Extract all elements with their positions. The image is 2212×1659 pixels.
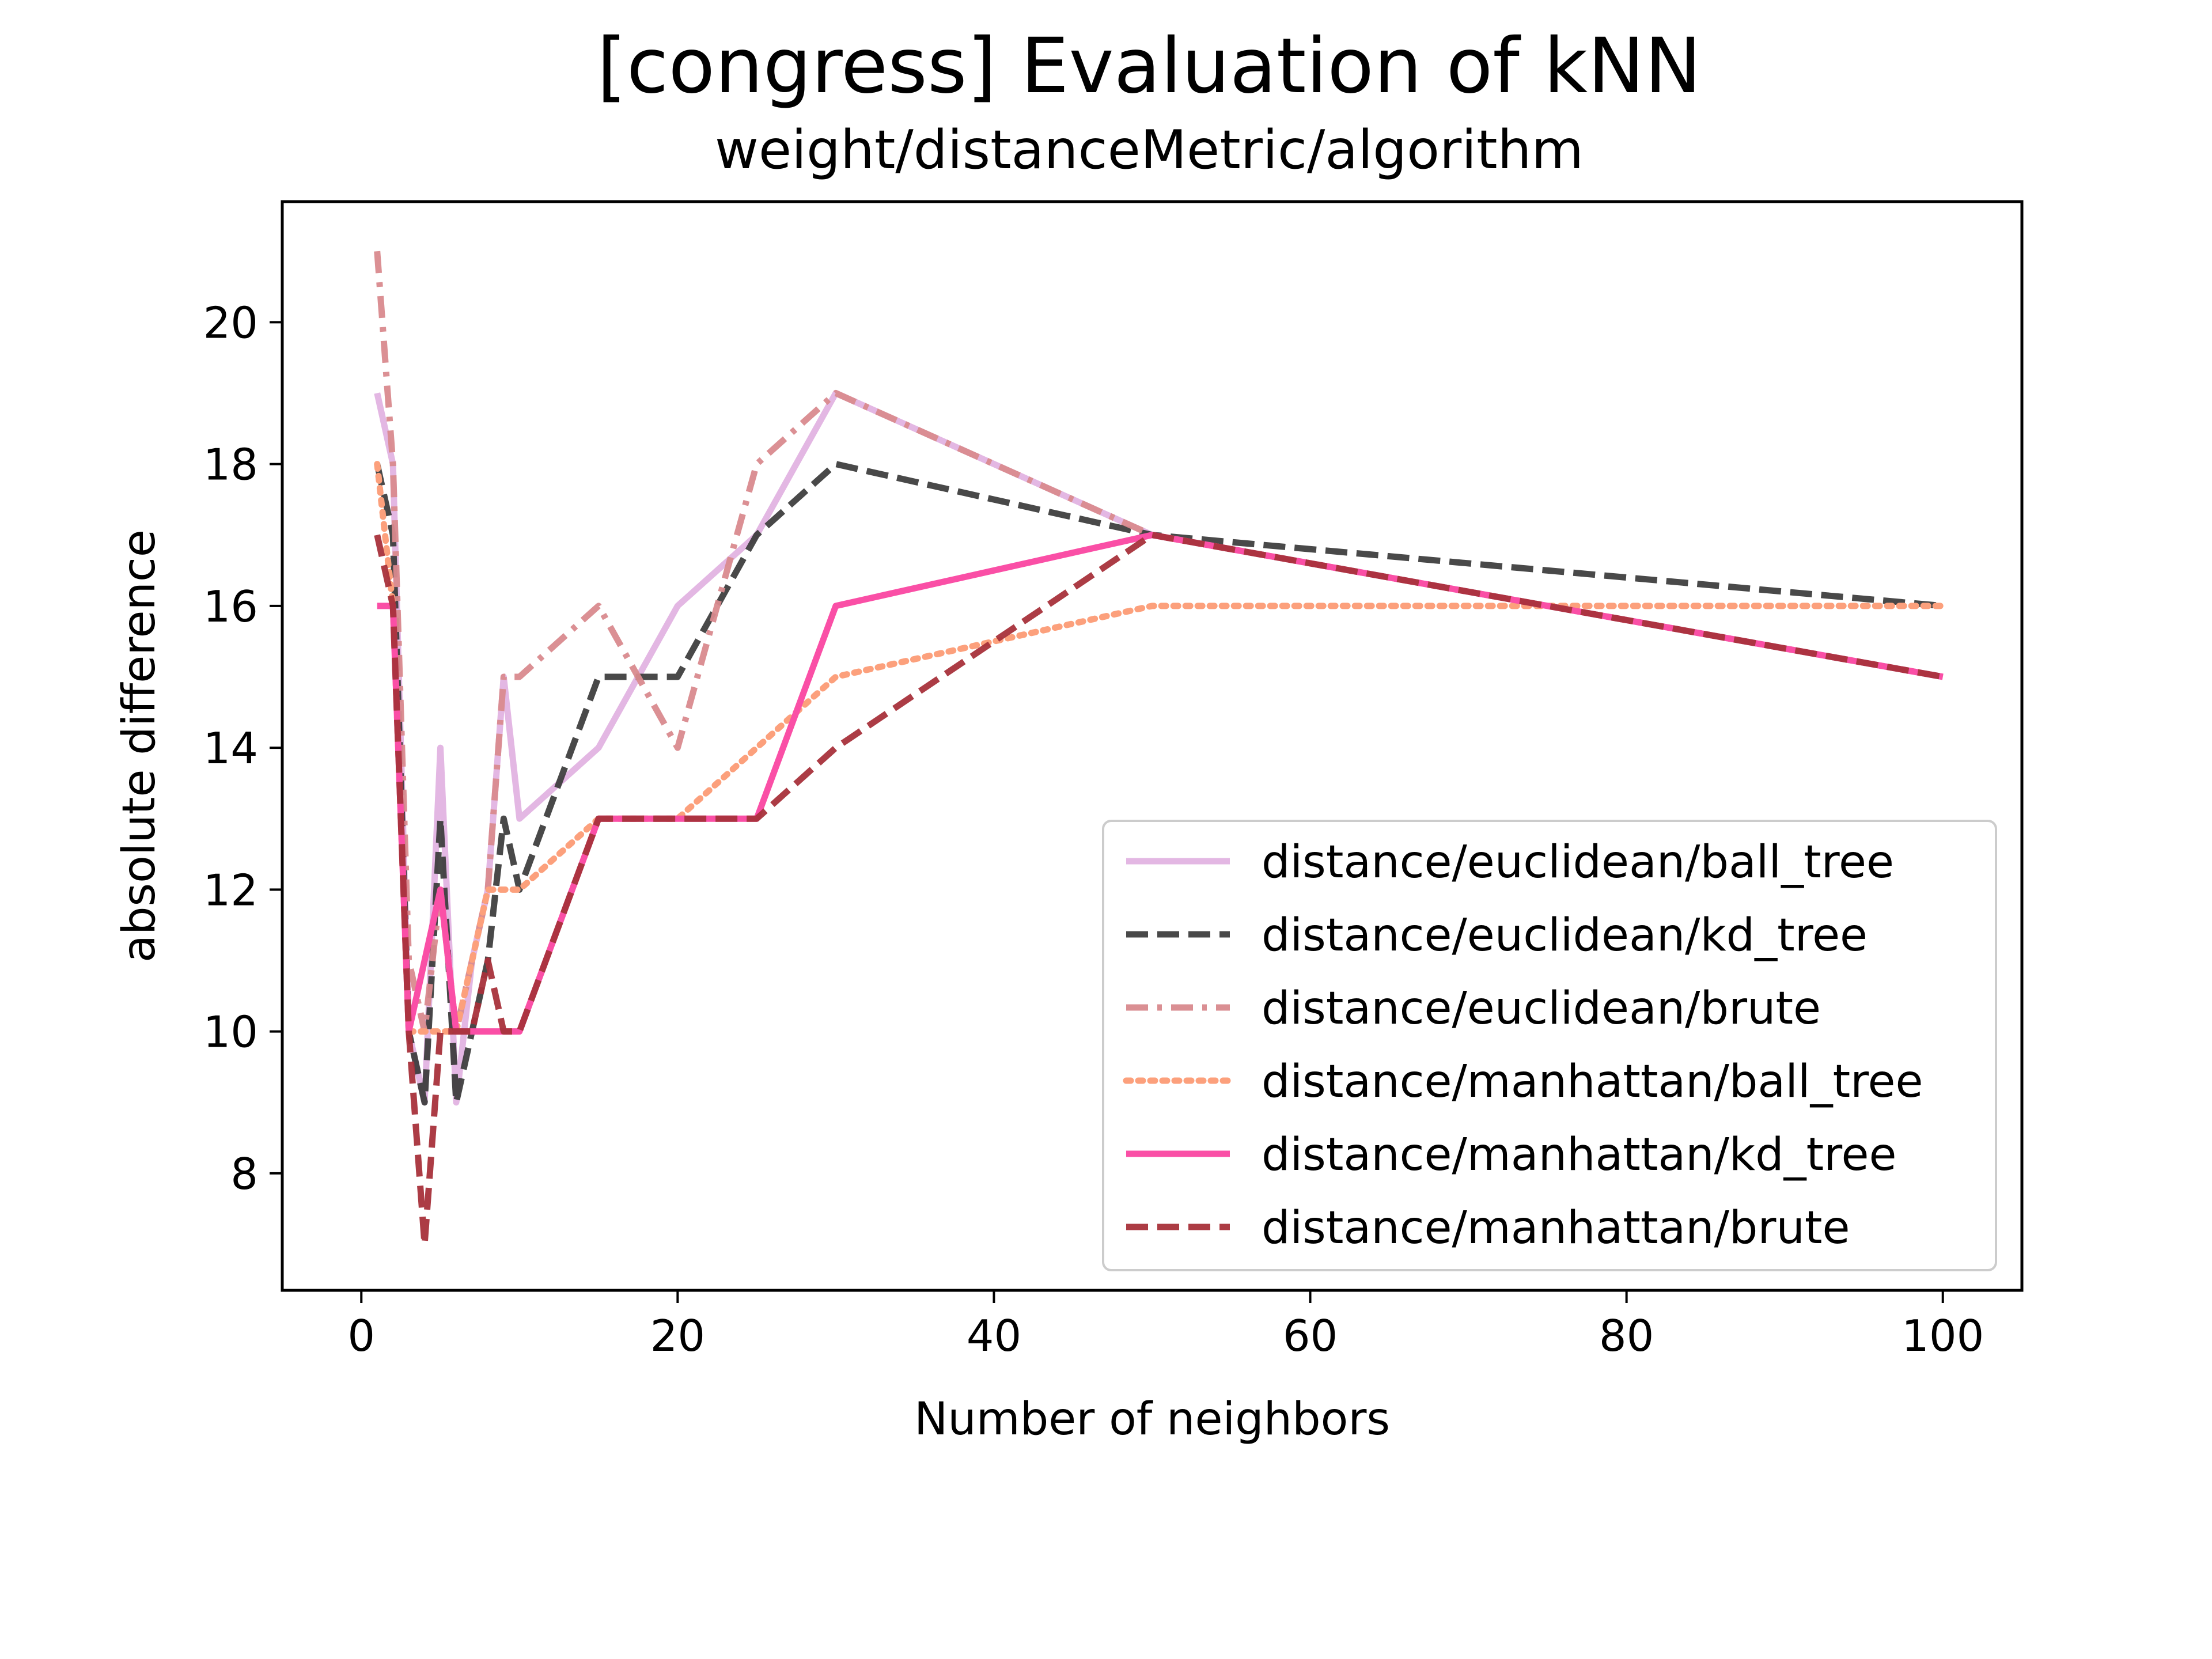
x-tick-label: 40 xyxy=(967,1310,1021,1361)
x-axis-label: Number of neighbors xyxy=(914,1393,1390,1445)
x-tick-label: 0 xyxy=(347,1310,375,1361)
series-line-6 xyxy=(374,532,1944,1248)
y-axis: 8 10 12 14 16 18 20 xyxy=(203,297,282,1199)
legend-label: distance/manhattan/brute xyxy=(1262,1202,1850,1254)
x-tick-label: 80 xyxy=(1599,1310,1654,1361)
legend: distance/euclidean/ball_tree distance/euc… xyxy=(1102,820,1997,1271)
y-tick-label: 16 xyxy=(203,581,258,632)
legend-label: distance/euclidean/brute xyxy=(1262,983,1821,1035)
y-axis-label: absolute difference xyxy=(113,529,165,963)
legend-label: distance/euclidean/kd_tree xyxy=(1262,910,1868,961)
series-line-2 xyxy=(374,461,1944,1106)
y-tick-label: 20 xyxy=(203,297,258,348)
series-layer xyxy=(374,251,1946,1248)
series-line-5 xyxy=(377,532,1944,1035)
axes-frame xyxy=(281,200,2024,1292)
series-line-3 xyxy=(374,251,1944,1035)
legend-label: distance/manhattan/kd_tree xyxy=(1262,1129,1897,1181)
y-tick-label: 10 xyxy=(203,1007,258,1058)
x-axis: 0 20 40 60 80 100 xyxy=(347,1290,1984,1361)
legend-label: distance/manhattan/ball_tree xyxy=(1262,1056,1923,1108)
y-tick-label: 18 xyxy=(203,440,258,490)
x-tick-label: 20 xyxy=(650,1310,705,1361)
x-tick-label: 100 xyxy=(1902,1310,1984,1361)
x-tick-label: 60 xyxy=(1283,1310,1338,1361)
y-tick-label: 12 xyxy=(203,865,258,915)
chart-title: [congress] Evaluation of kNN xyxy=(597,22,1702,111)
chart-subtitle: weight/distanceMetric/algorithm xyxy=(714,119,1584,181)
y-tick-label: 14 xyxy=(203,723,258,774)
y-tick-label: 8 xyxy=(230,1149,258,1199)
legend-box xyxy=(1102,820,1997,1271)
legend-label: distance/euclidean/ball_tree xyxy=(1262,836,1894,888)
